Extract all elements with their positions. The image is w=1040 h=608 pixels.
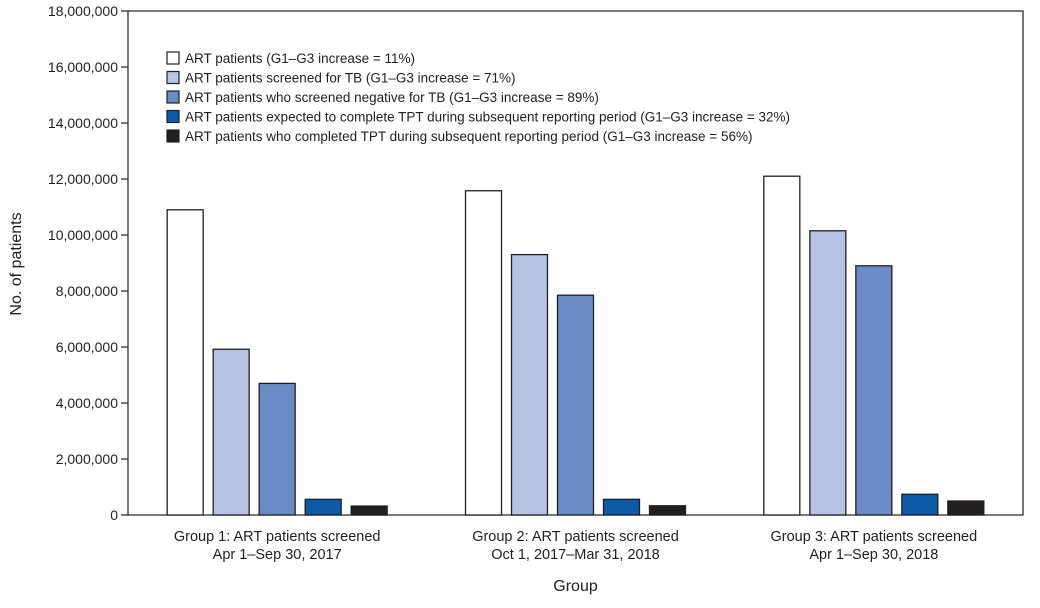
- labels-layer: Group 1: ART patients screened Apr 1–Sep …: [174, 529, 977, 563]
- legend-swatch: [166, 129, 180, 143]
- x-category-label: Apr 1–Sep 30, 2017: [213, 547, 342, 563]
- axes-layer: 0 2,000,000 4,000,000 6,000,000 8,000,000 10,…: [8, 3, 1024, 595]
- bar-group1-series5: [350, 505, 388, 516]
- legend-label: ART patients who completed TPT during su…: [185, 129, 752, 144]
- legend: ART patients (G1–G3 increase = 11%) ART p…: [166, 51, 790, 144]
- x-category-label: Oct 1, 2017–Mar 31, 2018: [491, 547, 659, 563]
- x-category-label: Group 3: ART patients screened: [771, 529, 978, 545]
- y-tick-label: 16,000,000: [48, 59, 118, 75]
- bar-group3-series3: [855, 265, 893, 516]
- bar-group2-series5: [648, 505, 687, 516]
- bar-group1-series3: [258, 382, 296, 516]
- legend-swatch: [166, 70, 180, 85]
- x-category-label: Apr 1–Sep 30, 2018: [809, 547, 938, 563]
- y-tick-label: 18,000,000: [48, 3, 118, 19]
- legend-swatch: [166, 90, 180, 104]
- bar-group2-series2: [510, 253, 549, 516]
- bar-group2-series4: [602, 498, 641, 516]
- y-tick-label: 8,000,000: [56, 283, 118, 299]
- x-category-label: Group 2: ART patients screened: [472, 529, 679, 545]
- bar-group1-series2: [212, 348, 250, 516]
- x-axis-title: Group: [553, 578, 598, 595]
- bar-group3-series2: [809, 230, 847, 516]
- legend-swatch: [166, 51, 180, 65]
- bar-group2-series1: [464, 190, 503, 516]
- y-axis-title: No. of patients: [8, 212, 25, 315]
- y-tick-label: 10,000,000: [48, 227, 118, 243]
- legend-label: ART patients (G1–G3 increase = 11%): [185, 51, 415, 66]
- legend-label: ART patients who screened negative for T…: [185, 90, 599, 105]
- y-tick-label: 0: [110, 507, 118, 523]
- legend-label: ART patients expected to complete TPT du…: [185, 110, 790, 125]
- y-tick-label: 4,000,000: [56, 395, 118, 411]
- y-tick-label: 2,000,000: [56, 451, 118, 467]
- bar-group3-series4: [901, 493, 939, 516]
- legend-swatch: [166, 109, 180, 124]
- y-tick-label: 14,000,000: [48, 115, 118, 131]
- bars-layer: [166, 175, 985, 516]
- y-tick-label: 6,000,000: [56, 339, 118, 355]
- x-category-label: Group 1: ART patients screened: [174, 529, 381, 545]
- bar-group1-series4: [304, 498, 342, 516]
- bar-group3-series5: [947, 500, 985, 516]
- bar-group3-series1: [763, 175, 801, 516]
- y-tick-label: 12,000,000: [48, 171, 118, 187]
- bar-group2-series3: [556, 294, 595, 516]
- legend-label: ART patients screened for TB (G1–G3 incr…: [185, 71, 516, 86]
- bar-group1-series1: [166, 209, 204, 516]
